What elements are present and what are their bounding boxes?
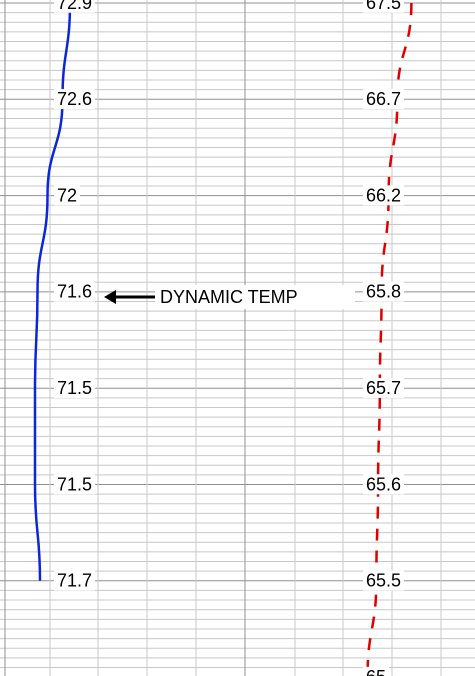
- label-bg: [54, 89, 96, 110]
- value-label: 65.6: [366, 474, 401, 494]
- value-label: 71.6: [57, 282, 92, 302]
- value-label: 71.5: [57, 474, 92, 494]
- annotation-text: DYNAMIC TEMP: [160, 287, 298, 307]
- value-label: 71.7: [57, 571, 92, 591]
- arrow-head: [104, 290, 116, 304]
- labels: 72.9 72.6 72 71.6 71.5 71.5 71.7 67.5 66.7 66.2 65…: [54, 0, 405, 676]
- value-label: 65.5: [366, 571, 401, 591]
- label-bg: [363, 474, 405, 495]
- value-label: 66.2: [366, 185, 401, 205]
- label-bg: [363, 377, 405, 398]
- label-bg: [363, 666, 390, 676]
- label-bg: [54, 0, 96, 13]
- label-bg: [54, 281, 96, 302]
- label-bg: [363, 0, 405, 13]
- label-bg: [54, 377, 96, 398]
- value-label: 72: [57, 185, 77, 205]
- value-label: 65.8: [366, 282, 401, 302]
- value-label: 66.7: [366, 89, 401, 109]
- label-bg: [54, 570, 96, 591]
- value-label: 65: [366, 667, 386, 676]
- label-bg: [363, 570, 405, 591]
- value-label: 72.9: [57, 0, 92, 13]
- label-bg: [363, 281, 405, 302]
- label-bg: [54, 474, 96, 495]
- label-bg: [363, 89, 405, 110]
- trace-line: [366, 2, 413, 676]
- value-label: 72.6: [57, 89, 92, 109]
- annotation-bg: [155, 285, 355, 309]
- annotation: DYNAMIC TEMP: [104, 285, 355, 309]
- label-bg: [363, 185, 405, 206]
- value-label: 65.7: [366, 378, 401, 398]
- value-label: 71.5: [57, 378, 92, 398]
- value-label: 67.5: [366, 0, 401, 13]
- label-bg: [54, 185, 81, 206]
